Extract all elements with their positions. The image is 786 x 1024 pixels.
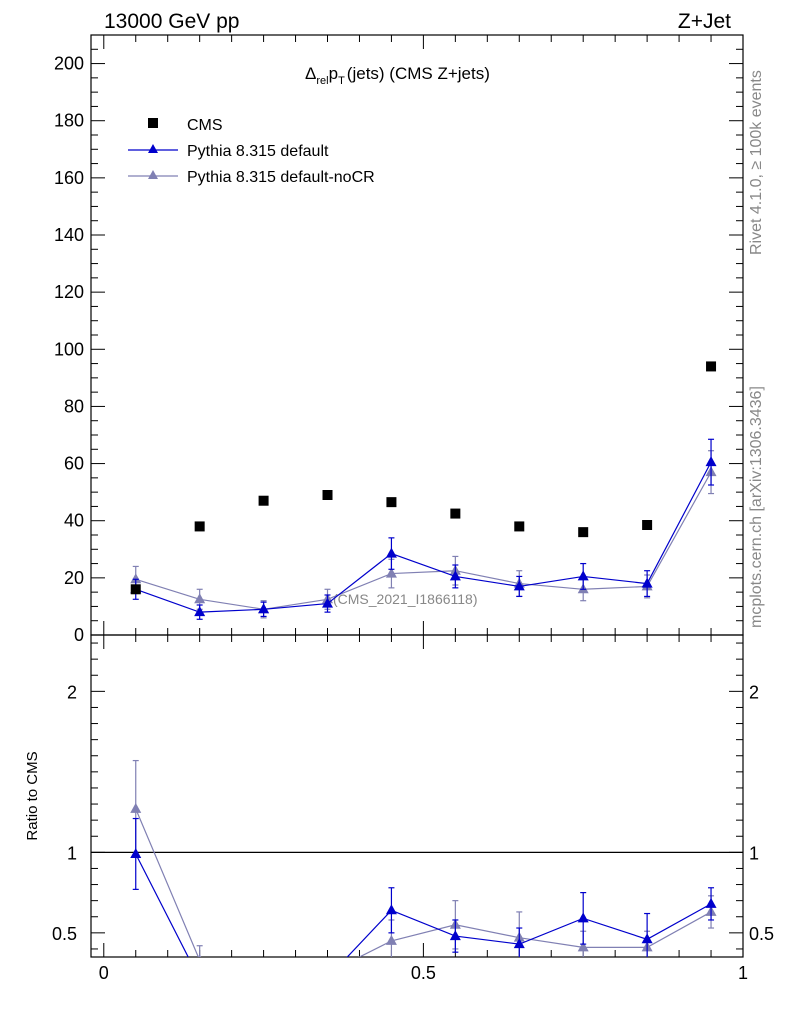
upper-y-tick-label: 80 [64, 396, 84, 416]
title-sub-t: T [338, 75, 345, 87]
ratio-y-tick-label-left: 0.5 [52, 924, 77, 944]
ratio-y-tick-label-right: 1 [749, 843, 759, 863]
ratio-nocr-point [385, 934, 397, 945]
ratio-y-tick-label-left: 2 [67, 682, 77, 702]
cms-point [322, 490, 333, 500]
upper-default-point [513, 580, 525, 591]
header-right: Z+Jet [678, 10, 731, 33]
title-p: p [329, 64, 338, 83]
x-tick-label: 1 [738, 963, 748, 983]
ratio-default-point [322, 972, 333, 982]
ratio-marks [91, 759, 743, 987]
ratio-ylabel: Ratio to CMS [24, 751, 41, 840]
upper-marks [130, 361, 717, 620]
cms-point [130, 584, 141, 595]
cms-point [386, 497, 397, 508]
ratio-default-point [449, 930, 461, 941]
upper-nocr-point [385, 567, 397, 578]
ratio-default-point [705, 897, 717, 908]
upper-default-point [258, 603, 270, 614]
upper-default-point [194, 606, 206, 617]
cms-point [514, 521, 525, 532]
ratio-y-tick-label-right: 0.5 [749, 924, 774, 944]
header-left: 13000 GeV pp [104, 10, 239, 33]
upper-default-point [322, 597, 334, 608]
upper-y-tick-label: 0 [74, 625, 84, 645]
legend-cms-marker [148, 118, 158, 128]
legend-nocr-label: Pythia 8.315 default-noCR [187, 169, 375, 186]
cms-point [578, 527, 589, 538]
ratio-default-line [135, 853, 712, 957]
upper-default-point [705, 456, 717, 467]
legend: CMS Pythia 8.315 default Pythia 8.315 de… [128, 117, 375, 186]
upper-nocr-point [194, 593, 206, 604]
analysis-label: (CMS_2021_I1866118) [333, 591, 478, 607]
cms-point [258, 495, 269, 506]
legend-default-label: Pythia 8.315 default [187, 143, 329, 160]
upper-default-point [449, 570, 461, 581]
upper-default-point [577, 570, 589, 581]
upper-y-tick-label: 160 [54, 168, 84, 188]
chart-title: ΔrelpT (jets) (CMS Z+jets) [305, 64, 490, 87]
legend-cms-label: CMS [187, 117, 223, 134]
upper-nocr-point [130, 573, 142, 584]
legend-default-marker [148, 144, 158, 153]
ratio-y-tick-label-right: 2 [749, 682, 759, 702]
upper-y-tick-label: 200 [54, 54, 84, 74]
cms-point [194, 521, 205, 532]
ratio-frame [90, 634, 744, 958]
ratio-default-point [385, 904, 397, 915]
ratio-default-point [194, 974, 205, 984]
ratio-default-point [130, 847, 142, 858]
title-delta: Δ [305, 64, 316, 83]
ratio-nocr-point [258, 977, 269, 987]
legend-nocr-marker [148, 170, 158, 179]
ratio-nocr-line [135, 808, 712, 957]
upper-default-line [135, 461, 712, 613]
ratio-nocr-point [577, 941, 589, 952]
mcplots-label: mcplots.cern.ch [arXiv:1306.3436] [748, 386, 765, 628]
ratio-default-point [641, 933, 653, 944]
title-sub-rel: rel [316, 75, 328, 87]
ratio-nocr-point [130, 802, 142, 813]
upper-default-point [641, 577, 653, 588]
upper-y-tick-label: 20 [64, 568, 84, 588]
ratio-nocr-point [198, 954, 202, 957]
upper-y-tick-label: 100 [54, 339, 84, 359]
x-tick-label: 0.5 [411, 963, 436, 983]
rivet-label: Rivet 4.1.0, ≥ 100k events [748, 70, 765, 255]
upper-y-tick-label: 60 [64, 454, 84, 474]
x-tick-label: 0 [99, 963, 109, 983]
ratio-y-tick-label-left: 1 [67, 843, 77, 863]
ratio-nocr-point [322, 967, 333, 977]
ratio-default-point [513, 938, 525, 949]
cms-point [450, 508, 461, 519]
upper-y-tick-label: 140 [54, 225, 84, 245]
ratio-default-point [258, 977, 269, 987]
title-rest: (jets) (CMS Z+jets) [347, 64, 490, 83]
axes [90, 34, 744, 958]
upper-nocr-line [135, 471, 712, 610]
upper-y-tick-label: 180 [54, 111, 84, 131]
upper-default-point [385, 547, 397, 558]
ratio-default-point [577, 912, 589, 923]
cms-point [642, 520, 653, 530]
upper-y-tick-label: 40 [64, 511, 84, 531]
upper-y-tick-label: 120 [54, 282, 84, 302]
cms-point [706, 361, 717, 372]
